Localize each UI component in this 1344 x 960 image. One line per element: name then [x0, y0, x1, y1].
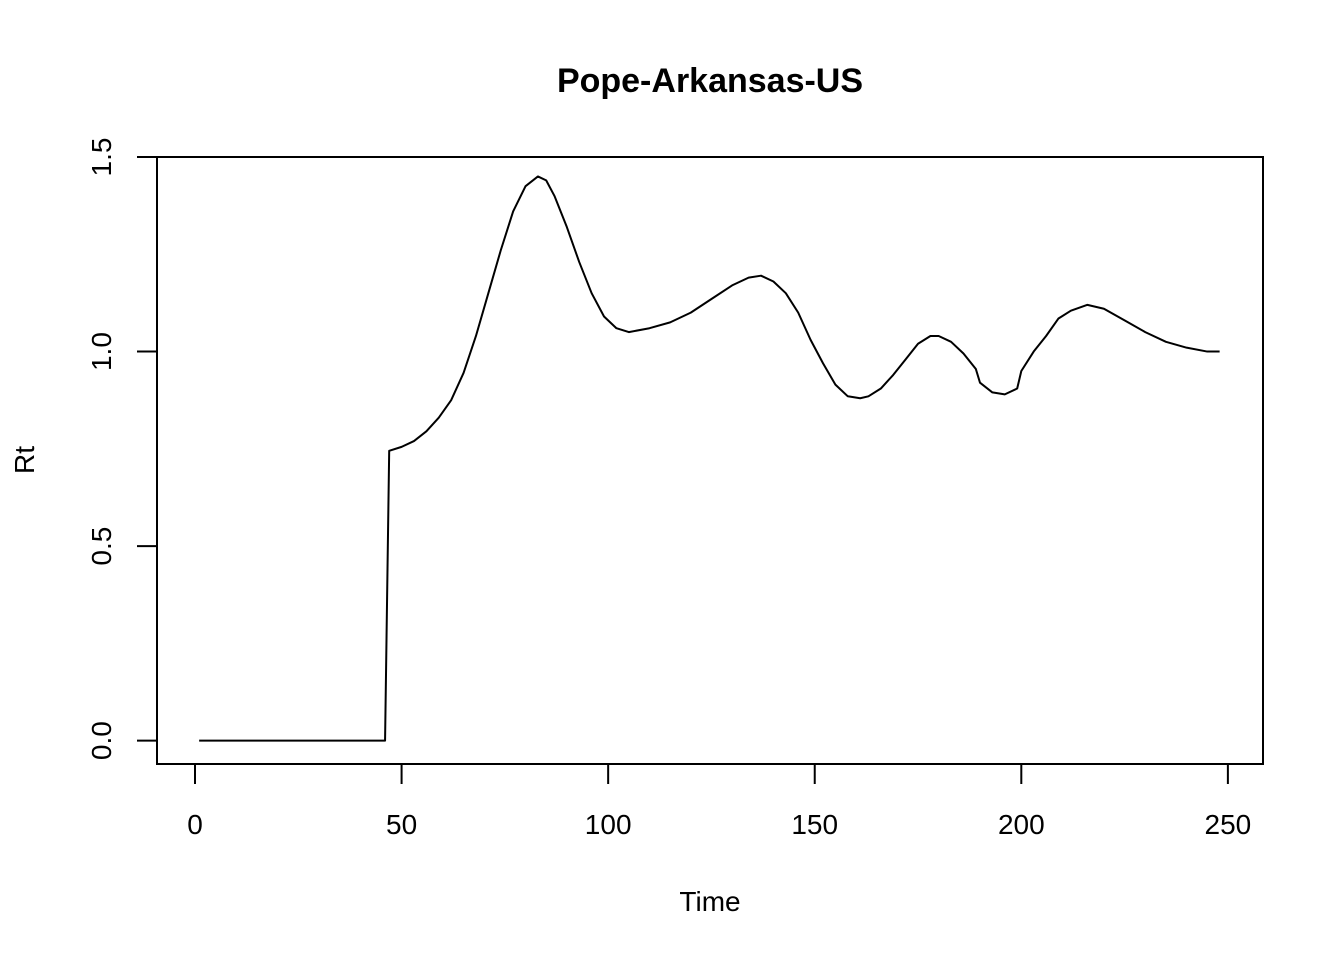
- plot-frame: [156, 156, 1264, 765]
- x-tick-label: 250: [1205, 809, 1252, 840]
- y-tick-label: 0.5: [86, 527, 117, 566]
- x-tick-label: 50: [386, 809, 417, 840]
- series-line: [199, 175, 1220, 742]
- y-axis-label: Rt: [9, 446, 40, 474]
- x-tick-label: 200: [998, 809, 1045, 840]
- chart-title: Pope-Arkansas-US: [557, 62, 863, 100]
- x-tick-label: 100: [585, 809, 632, 840]
- y-tick-label: 1.5: [86, 138, 117, 177]
- x-tick-label: 150: [791, 809, 838, 840]
- x-axis: 0 50 100 150 200 250: [187, 763, 1252, 840]
- x-tick-label: 0: [187, 809, 203, 840]
- series-layer: [199, 175, 1220, 742]
- y-tick-label: 0.0: [86, 721, 117, 760]
- x-axis-label: Time: [679, 886, 740, 917]
- y-axis: 0.0 0.5 1.0 1.5: [86, 138, 158, 760]
- y-tick-label: 1.0: [86, 332, 117, 371]
